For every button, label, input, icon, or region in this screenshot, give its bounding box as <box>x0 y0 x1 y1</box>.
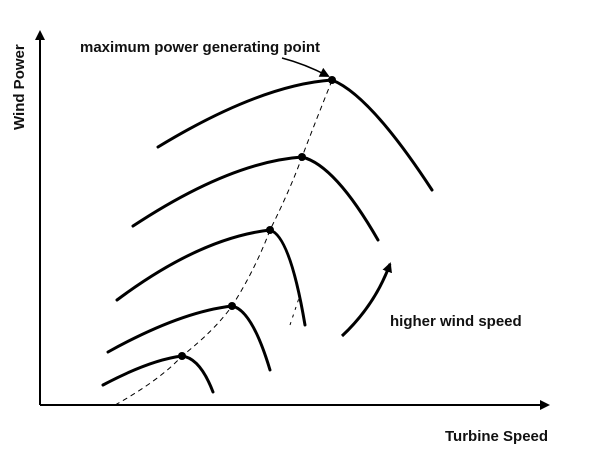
dashed-segment <box>289 294 301 326</box>
wind-annotation: higher wind speed <box>390 313 522 330</box>
power-curve <box>106 304 272 372</box>
mpp-dot <box>266 226 274 234</box>
x-axis-label: Turbine Speed <box>445 428 548 445</box>
power-curve <box>156 78 434 192</box>
mpp-curve <box>114 77 334 406</box>
mpp-dot <box>178 352 186 360</box>
mpp-annotation: maximum power generating point <box>80 39 320 56</box>
wind-arrow <box>340 262 392 338</box>
annotation-arrow <box>281 57 330 77</box>
power-curve <box>131 155 380 242</box>
mpp-dot <box>298 153 306 161</box>
mpp-dot <box>228 302 236 310</box>
mpp-dot <box>328 76 336 84</box>
power-curve <box>115 228 307 327</box>
y-axis-label: Wind Power <box>11 44 28 130</box>
power-curve <box>101 354 215 394</box>
